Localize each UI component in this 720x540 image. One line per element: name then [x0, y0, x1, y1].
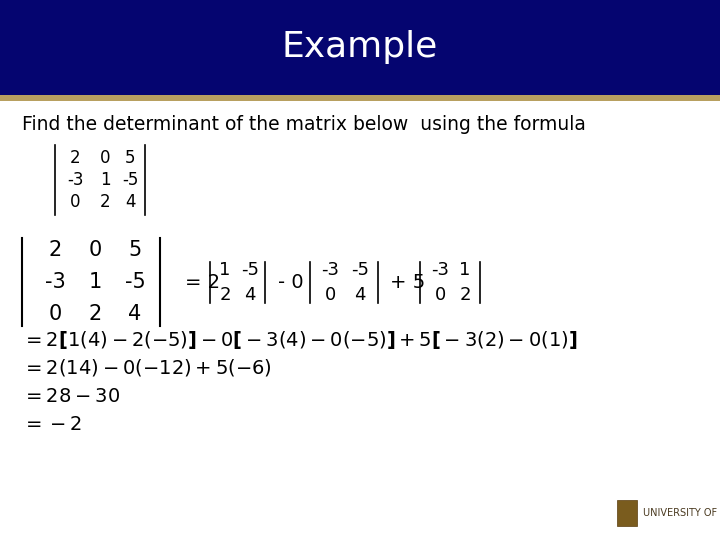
Text: 4: 4 [128, 304, 142, 324]
Text: -3: -3 [431, 261, 449, 279]
Text: Find the determinant of the matrix below  using the formula: Find the determinant of the matrix below… [22, 116, 586, 134]
Text: 4: 4 [125, 193, 135, 211]
Text: $= 28 - 30$: $= 28 - 30$ [22, 387, 120, 406]
Text: 5: 5 [125, 149, 135, 167]
Text: 1: 1 [99, 171, 110, 189]
Text: -5: -5 [122, 171, 138, 189]
Bar [0, 94, 720, 101]
Bar [0, 0, 720, 94]
Text: 1: 1 [459, 261, 471, 279]
Text: 2: 2 [70, 149, 81, 167]
Text: -5: -5 [241, 261, 259, 279]
Text: $= 2\mathbf{[}1(4) - 2(-5)\mathbf{]} - 0\mathbf{[}-3(4) - 0(-5)\mathbf{]} + 5\ma: $= 2\mathbf{[}1(4) - 2(-5)\mathbf{]} - 0… [22, 329, 577, 351]
Text: 0: 0 [434, 286, 446, 304]
Text: - 0: - 0 [278, 273, 304, 292]
Text: 2: 2 [48, 240, 62, 260]
Text: 0: 0 [325, 286, 336, 304]
Text: 4: 4 [244, 286, 256, 304]
Text: -5: -5 [125, 272, 145, 292]
Text: + 5: + 5 [390, 273, 426, 292]
Text: 2: 2 [459, 286, 471, 304]
Text: $= 2(14) - 0(-12) + 5(-6)$: $= 2(14) - 0(-12) + 5(-6)$ [22, 357, 271, 379]
Text: $= -2$: $= -2$ [22, 415, 82, 434]
Text: 1: 1 [220, 261, 230, 279]
Text: -3: -3 [321, 261, 339, 279]
Text: -3: -3 [67, 171, 84, 189]
Text: 4: 4 [354, 286, 366, 304]
Text: 2: 2 [220, 286, 230, 304]
Text: 1: 1 [89, 272, 102, 292]
Bar [617, 500, 637, 526]
Text: = 2: = 2 [185, 273, 220, 292]
Text: 0: 0 [48, 304, 62, 324]
Text: 0: 0 [70, 193, 80, 211]
Text: 2: 2 [99, 193, 110, 211]
Text: -5: -5 [351, 261, 369, 279]
Text: 0: 0 [89, 240, 102, 260]
Text: UNIVERSITY OF GHANA: UNIVERSITY OF GHANA [643, 508, 720, 518]
Text: 2: 2 [89, 304, 102, 324]
Text: Example: Example [282, 30, 438, 64]
Text: 5: 5 [128, 240, 142, 260]
Text: -3: -3 [45, 272, 66, 292]
Text: 0: 0 [100, 149, 110, 167]
